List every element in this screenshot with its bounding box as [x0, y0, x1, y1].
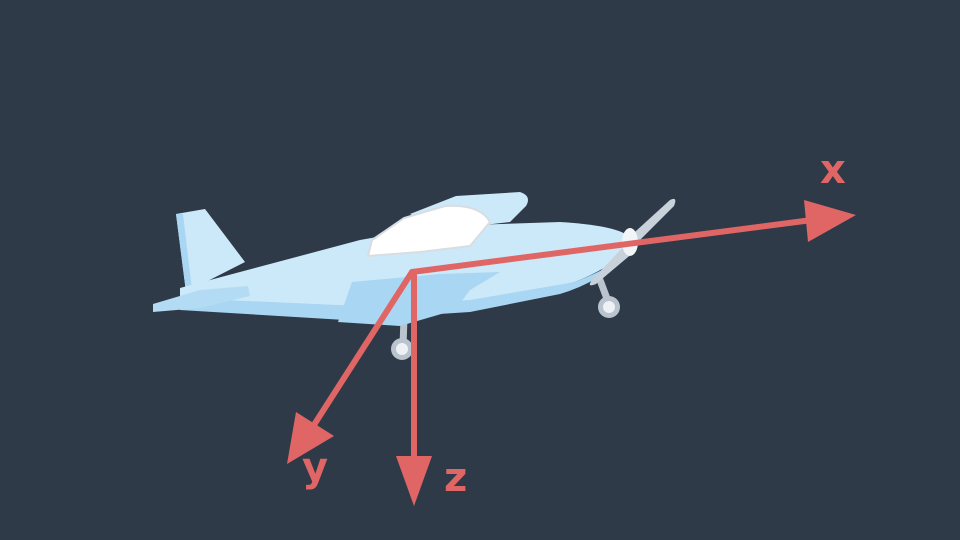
- axes: [287, 200, 856, 506]
- y-axis-arrow: [287, 269, 415, 464]
- canopy: [366, 204, 492, 258]
- fuselage: [180, 222, 632, 314]
- horizontal-stabilizer: [153, 286, 250, 312]
- propeller: [589, 198, 676, 286]
- airplane: [153, 192, 676, 360]
- y-axis-label: y: [302, 445, 329, 491]
- tail-fin: [176, 209, 245, 292]
- x-axis-arrow: [409, 200, 856, 275]
- z-axis-label: z: [444, 455, 468, 501]
- x-axis-label: x: [820, 147, 846, 193]
- z-axis-arrow: [396, 269, 432, 506]
- nose-landing-gear: [596, 276, 620, 318]
- wing: [338, 272, 500, 326]
